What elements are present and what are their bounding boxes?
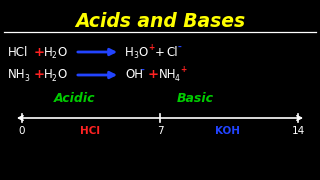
Text: +: + — [148, 42, 154, 51]
Text: NH: NH — [159, 69, 177, 82]
Text: 3: 3 — [133, 51, 138, 60]
Text: –: – — [178, 42, 182, 51]
Text: +: + — [180, 66, 186, 75]
Text: O: O — [57, 69, 66, 82]
Text: +: + — [155, 46, 165, 58]
Text: HCl: HCl — [8, 46, 28, 58]
Text: Acidic: Acidic — [54, 91, 96, 105]
Text: H: H — [44, 69, 53, 82]
Text: +: + — [34, 69, 45, 82]
Text: Cl: Cl — [166, 46, 178, 58]
Text: KOH: KOH — [215, 126, 241, 136]
Text: –: – — [141, 66, 145, 75]
Text: +: + — [148, 69, 159, 82]
Text: HCl: HCl — [80, 126, 100, 136]
Text: 4: 4 — [175, 74, 180, 83]
Text: OH: OH — [125, 69, 143, 82]
Text: H: H — [125, 46, 134, 58]
Text: 3: 3 — [24, 74, 29, 83]
Text: Basic: Basic — [177, 91, 213, 105]
Text: O: O — [57, 46, 66, 58]
Text: 0: 0 — [19, 126, 25, 136]
Text: NH: NH — [8, 69, 26, 82]
Text: 2: 2 — [52, 74, 57, 83]
Text: Acids and Bases: Acids and Bases — [75, 12, 245, 31]
Text: 2: 2 — [52, 51, 57, 60]
Text: +: + — [34, 46, 45, 58]
Text: 7: 7 — [157, 126, 163, 136]
Text: H: H — [44, 46, 53, 58]
Text: 14: 14 — [292, 126, 305, 136]
Text: O: O — [138, 46, 147, 58]
